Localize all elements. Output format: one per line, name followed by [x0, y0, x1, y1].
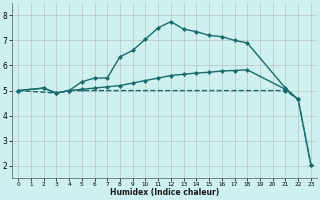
- X-axis label: Humidex (Indice chaleur): Humidex (Indice chaleur): [110, 188, 219, 197]
